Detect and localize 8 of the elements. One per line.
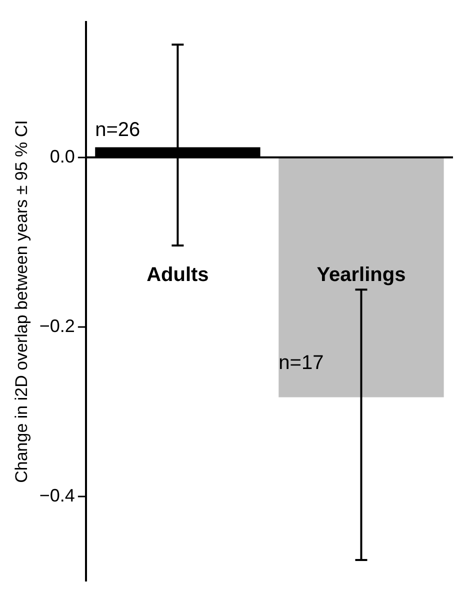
annotation: n=17	[278, 352, 324, 374]
x-tick-label: Adults	[146, 264, 209, 286]
y-tick-label: −0.4	[39, 485, 75, 506]
x-tick-label: Yearlings	[316, 264, 406, 286]
y-tick-label: −0.2	[39, 316, 75, 336]
annotation: n=26	[95, 118, 140, 141]
y-tick-label: 0.0	[50, 146, 75, 166]
y-axis-title: Change in i2D overlap between years ± 95 % CI	[12, 120, 31, 483]
